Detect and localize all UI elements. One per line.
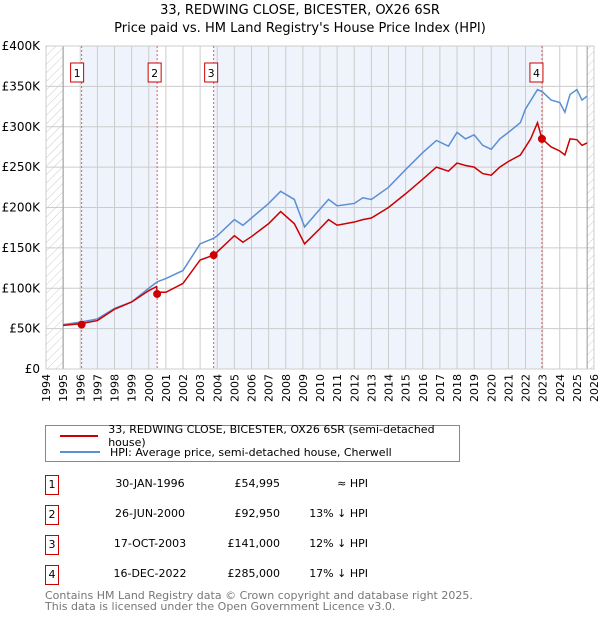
legend-label: HPI: Average price, semi-detached house,… xyxy=(110,445,392,459)
x-tick-label: 1997 xyxy=(91,374,104,402)
x-tick-label: 1994 xyxy=(40,374,53,402)
x-tick-label: 1996 xyxy=(74,374,87,402)
sale-number: 1 xyxy=(45,475,59,495)
plot-border xyxy=(45,45,595,370)
sale-hpi-comparison: 17% ↓ HPI xyxy=(309,567,368,580)
x-tick-label: 2026 xyxy=(588,374,600,402)
legend-item-hpi: HPI: Average price, semi-detached house,… xyxy=(60,444,392,460)
sale-point xyxy=(209,251,218,260)
x-tick-label: 2010 xyxy=(314,374,327,402)
x-tick-label: 2015 xyxy=(400,374,413,402)
x-tick-label: 2001 xyxy=(160,374,173,402)
price-chart: 1994 1995 1996 1997 1998 1999 2000 2001 2002 2003… xyxy=(2,39,600,402)
sale-date: 30-JAN-1996 xyxy=(115,477,185,490)
x-tick-label: 2007 xyxy=(263,374,276,402)
legend-label: 33, REDWING CLOSE, BICESTER, OX26 6SR (s… xyxy=(108,423,435,449)
footer-line-2: This data is licensed under the Open Gov… xyxy=(45,600,396,613)
x-tick-label: 2000 xyxy=(143,374,156,402)
sale-price: £285,000 xyxy=(227,567,281,580)
sale-point xyxy=(537,134,546,143)
sale-price: £54,995 xyxy=(234,477,281,490)
x-tick-label: 2025 xyxy=(571,374,584,402)
y-tick-label: £150K xyxy=(2,241,42,255)
sale-number: 2 xyxy=(45,505,59,525)
y-tick-label: £400K xyxy=(2,39,42,53)
y-tick-label: £200K xyxy=(2,201,42,215)
x-tick-label: 2002 xyxy=(177,374,190,402)
y-tick-label: £250K xyxy=(2,160,42,174)
sale-date: 16-DEC-2022 xyxy=(113,567,187,580)
x-tick-label: 2023 xyxy=(537,374,550,402)
sale-point xyxy=(77,320,86,329)
x-tick-label: 2014 xyxy=(383,374,396,402)
x-tick-label: 2020 xyxy=(485,374,498,402)
legend-swatch-red xyxy=(60,435,99,437)
sale-price: £141,000 xyxy=(227,537,281,550)
x-tick-label: 2009 xyxy=(297,374,310,402)
y-tick-label: £50K xyxy=(9,322,41,336)
x-tick-label: 1999 xyxy=(126,374,139,402)
x-tick-label: 1998 xyxy=(109,374,122,402)
y-tick-label: £0 xyxy=(25,362,40,376)
sale-label-box xyxy=(204,62,219,83)
y-tick-label: £350K xyxy=(2,79,42,93)
sale-number: 3 xyxy=(45,535,59,555)
legend-item-property: 33, REDWING CLOSE, BICESTER, OX26 6SR (s… xyxy=(60,423,459,449)
legend: 33, REDWING CLOSE, BICESTER, OX26 6SR (s… xyxy=(45,423,460,462)
y-tick-label: £100K xyxy=(2,281,42,295)
x-tick-label: 2011 xyxy=(331,374,344,402)
legend-swatch-blue xyxy=(60,451,100,453)
sale-label: 1 xyxy=(74,67,81,80)
sale-label: 2 xyxy=(151,67,158,80)
x-tick-label: 2016 xyxy=(417,374,430,402)
sale-label-box xyxy=(70,62,85,83)
x-tick-label: 2006 xyxy=(246,374,259,402)
x-tick-label: 2021 xyxy=(502,374,515,402)
sale-point xyxy=(153,289,162,298)
x-tick-label: 2008 xyxy=(280,374,293,402)
x-tick-label: 1995 xyxy=(57,374,70,402)
footer-line-1: Contains HM Land Registry data © Crown c… xyxy=(45,589,473,602)
x-tick-label: 2018 xyxy=(451,374,464,402)
hpi-line xyxy=(63,88,588,326)
x-tick-label: 2012 xyxy=(348,374,361,402)
x-tick-label: 2017 xyxy=(434,374,447,402)
x-tick-label: 2022 xyxy=(520,374,533,402)
sale-label-box xyxy=(529,62,544,83)
sale-number: 4 xyxy=(45,565,59,585)
sale-label-box xyxy=(147,62,162,83)
x-tick-label: 2013 xyxy=(365,374,378,402)
sale-label: 3 xyxy=(208,67,215,80)
sale-date: 26-JUN-2000 xyxy=(114,507,186,520)
x-tick-label: 2019 xyxy=(468,374,481,402)
chart-subtitle: Price paid vs. HM Land Registry's House … xyxy=(114,21,486,36)
x-tick-label: 2003 xyxy=(194,374,207,402)
property-price-line xyxy=(63,120,588,327)
x-tick-label: 2004 xyxy=(211,374,224,402)
y-tick-label: £300K xyxy=(2,120,42,134)
sale-hpi-comparison: ≈ HPI xyxy=(337,477,368,490)
x-tick-label: 2005 xyxy=(228,374,241,402)
sale-label: 4 xyxy=(533,67,540,80)
sale-hpi-comparison: 12% ↓ HPI xyxy=(309,537,368,550)
chart-title: 33, REDWING CLOSE, BICESTER, OX26 6SR xyxy=(160,3,440,18)
sale-price: £92,950 xyxy=(234,507,281,520)
sale-date: 17-OCT-2003 xyxy=(113,537,187,550)
sale-hpi-comparison: 13% ↓ HPI xyxy=(309,507,368,520)
x-tick-label: 2024 xyxy=(554,374,567,402)
